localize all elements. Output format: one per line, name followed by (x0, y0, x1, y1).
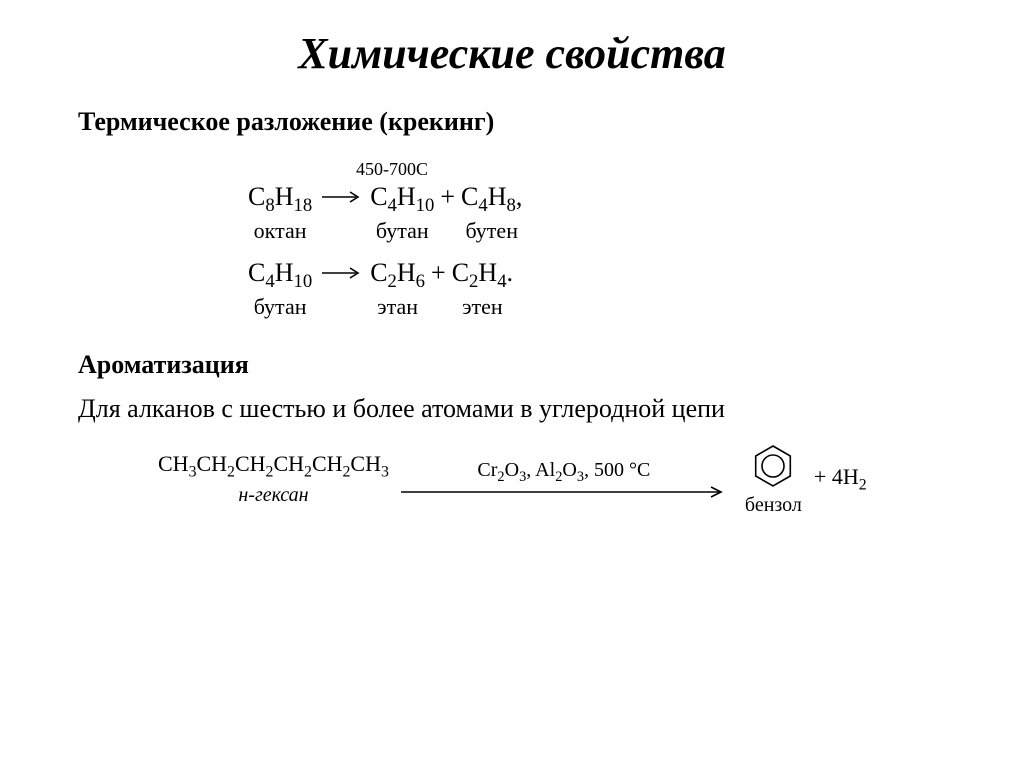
equation-2: C4H10 бутан C2H6 этан + C2H4. этен (248, 258, 946, 320)
product-name: бензол (745, 494, 802, 517)
eq2-rhs2-name: этен (462, 294, 503, 319)
eq1-rhs1-name: бутан (376, 218, 429, 243)
eq1-lhs: C8H18 октан (248, 182, 312, 244)
eq2-lhs-name: бутан (254, 294, 307, 319)
aromatization-reaction: CH3CH2CH2CH2CH2CH3 н-гексан Cr2O3, Al2O3… (158, 442, 946, 517)
eq1-rhs1-formula: C4H10 (370, 182, 434, 217)
section2-description: Для алканов с шестью и более атомами в у… (78, 394, 946, 424)
eq1-lhs-formula: C8H18 (248, 182, 312, 217)
eq1-rhs2-name: бутен (465, 218, 518, 243)
eq1-rhs2-formula: C4H8, (461, 182, 522, 217)
benzene-ring-icon (749, 442, 797, 490)
eq2-lhs: C4H10 бутан (248, 258, 312, 320)
plus-sign: + (434, 182, 461, 212)
eq2-rhs1-name: этан (377, 294, 418, 319)
eq2-rhs1-formula: C2H6 (370, 258, 425, 293)
eq2-lhs-formula: C4H10 (248, 258, 312, 293)
page-title: Химические свойства (78, 28, 946, 79)
eq1-rhs1: C4H10 бутан (370, 182, 434, 244)
long-arrow-icon (399, 484, 729, 500)
equation-1: C8H18 октан C4H10 бутан + C4H8, бутен (248, 182, 946, 244)
byproduct: + 4H2 (814, 464, 867, 494)
arrow-icon (312, 258, 370, 288)
arrow-icon (312, 182, 370, 212)
cracking-equations: 450-700C C8H18 октан C4H10 бутан + C4H8,… (248, 159, 946, 320)
slide: Химические свойства Термическое разложен… (0, 0, 1024, 767)
eq2-rhs1: C2H6 этан (370, 258, 425, 320)
eq2-rhs2: C2H4. этен (452, 258, 513, 320)
eq2-rhs2-formula: C2H4. (452, 258, 513, 293)
temperature-label: 450-700C (356, 159, 946, 180)
eq1-lhs-name: октан (254, 218, 307, 243)
reactant: CH3CH2CH2CH2CH2CH3 н-гексан (158, 451, 389, 506)
product-benzene: бензол (745, 442, 802, 517)
reaction-arrow: Cr2O3, Al2O3, 500 °C (399, 459, 729, 500)
eq1-rhs2: C4H8, бутен (461, 182, 522, 244)
reaction-conditions: Cr2O3, Al2O3, 500 °C (477, 459, 650, 486)
reactant-formula: CH3CH2CH2CH2CH2CH3 (158, 451, 389, 481)
section2-heading: Ароматизация (78, 350, 946, 380)
plus-sign: + (425, 258, 452, 288)
reactant-name: н-гексан (238, 484, 308, 507)
section1-heading: Термическое разложение (крекинг) (78, 107, 946, 137)
